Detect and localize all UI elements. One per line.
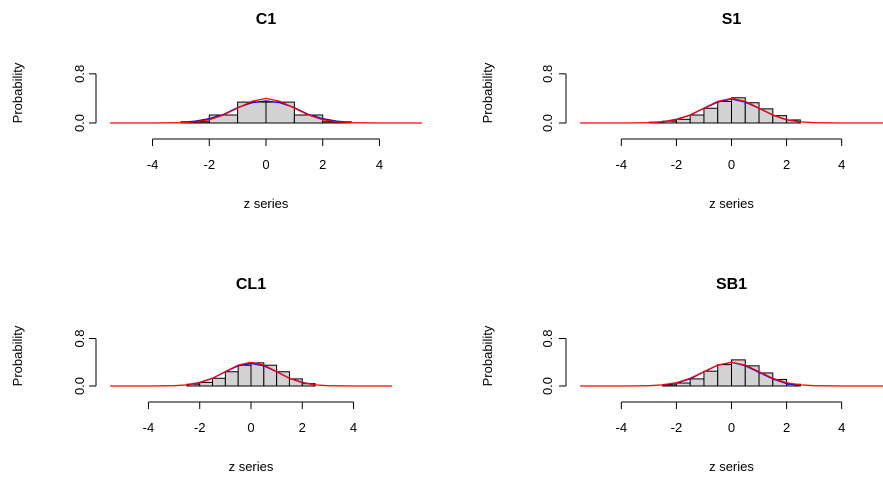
histogram-bar <box>212 377 226 387</box>
histogram-bar <box>717 364 733 387</box>
histogram-bar <box>276 371 290 387</box>
x-tick-label: 4 <box>838 420 845 435</box>
histogram-bar <box>703 107 719 124</box>
x-tick-label: -2 <box>671 420 683 435</box>
x-tick-label: -4 <box>616 157 628 172</box>
chart-title: S1 <box>722 11 742 28</box>
y-tick-label: 0.8 <box>72 65 87 83</box>
histogram-bar <box>689 114 705 124</box>
histogram-bar <box>293 114 324 124</box>
x-tick-label: 4 <box>376 157 383 172</box>
x-axis-label: z series <box>709 459 754 474</box>
histogram-bar <box>703 370 719 387</box>
histogram-bar <box>208 114 239 124</box>
normal-curve <box>580 97 883 124</box>
x-axis-label: z series <box>229 459 274 474</box>
histogram-bar <box>265 101 295 124</box>
x-tick-label: 0 <box>728 157 735 172</box>
chart-panel-cl1: CL1 -4 -2 0 2 4 0.0 0.8 z series Probability <box>10 276 392 474</box>
histogram-bar <box>237 364 252 387</box>
y-axis-label: Probability <box>10 62 25 123</box>
x-tick-label: -4 <box>147 157 159 172</box>
y-axis-label: Probability <box>10 325 25 386</box>
histogram-bar <box>199 381 214 387</box>
x-axis-label: z series <box>709 196 754 211</box>
x-tick-label: 2 <box>783 157 790 172</box>
chart-title: CL1 <box>236 276 266 293</box>
y-tick-label: 0.8 <box>540 65 555 83</box>
x-tick-label: 2 <box>783 420 790 435</box>
histogram-bar <box>224 371 239 387</box>
normal-curve <box>580 361 883 387</box>
histogram-bar <box>237 101 267 124</box>
x-axis-label: z series <box>244 196 289 211</box>
histogram-bar <box>675 118 691 124</box>
x-tick-label: -2 <box>671 157 683 172</box>
x-tick-label: -4 <box>143 420 155 435</box>
histogram-bar <box>675 382 691 387</box>
chart-title: SB1 <box>716 276 747 293</box>
normal-curve <box>110 361 392 387</box>
y-tick-label: 0.0 <box>72 114 87 132</box>
x-tick-label: 0 <box>728 420 735 435</box>
x-tick-label: 4 <box>838 157 845 172</box>
chart-title: C1 <box>256 11 277 28</box>
histogram-bar <box>689 378 705 387</box>
chart-panel-s1: S1 -4 -2 0 2 4 0.0 0.8 z series Probability <box>480 11 883 211</box>
x-tick-label: 2 <box>299 420 306 435</box>
x-tick-label: 0 <box>247 420 254 435</box>
y-axis-label: Probability <box>480 325 495 386</box>
y-tick-label: 0.0 <box>540 114 555 132</box>
normal-curve <box>110 97 422 124</box>
histogram-bar <box>717 100 733 124</box>
x-tick-label: 4 <box>350 420 357 435</box>
density-curve <box>180 100 352 124</box>
chart-panel-sb1: SB1 -4 -2 0 2 4 0.0 0.8 z series Probability <box>480 276 883 474</box>
y-tick-label: 0.0 <box>72 377 87 395</box>
y-tick-label: 0.8 <box>72 329 87 347</box>
histogram-bar <box>250 362 265 387</box>
y-tick-label: 0.0 <box>540 377 555 395</box>
x-tick-label: -2 <box>194 420 206 435</box>
x-tick-label: 0 <box>262 157 269 172</box>
x-tick-label: 2 <box>319 157 326 172</box>
x-tick-label: -2 <box>203 157 215 172</box>
x-tick-label: -4 <box>616 420 628 435</box>
y-axis-label: Probability <box>480 62 495 123</box>
chart-panel-c1: C1 -4 -2 0 2 4 0.0 0.8 z series Probability <box>10 11 422 211</box>
y-tick-label: 0.8 <box>540 329 555 347</box>
